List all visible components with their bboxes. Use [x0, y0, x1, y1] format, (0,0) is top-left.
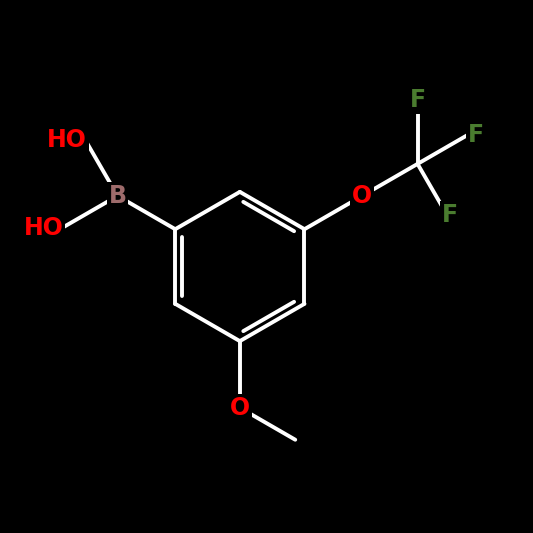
Text: F: F	[469, 123, 484, 147]
Text: F: F	[441, 204, 458, 228]
Text: HO: HO	[47, 128, 87, 152]
Text: HO: HO	[23, 216, 63, 240]
Text: F: F	[409, 88, 426, 112]
Text: B: B	[109, 184, 126, 208]
Text: O: O	[230, 395, 250, 420]
Text: O: O	[352, 184, 372, 208]
